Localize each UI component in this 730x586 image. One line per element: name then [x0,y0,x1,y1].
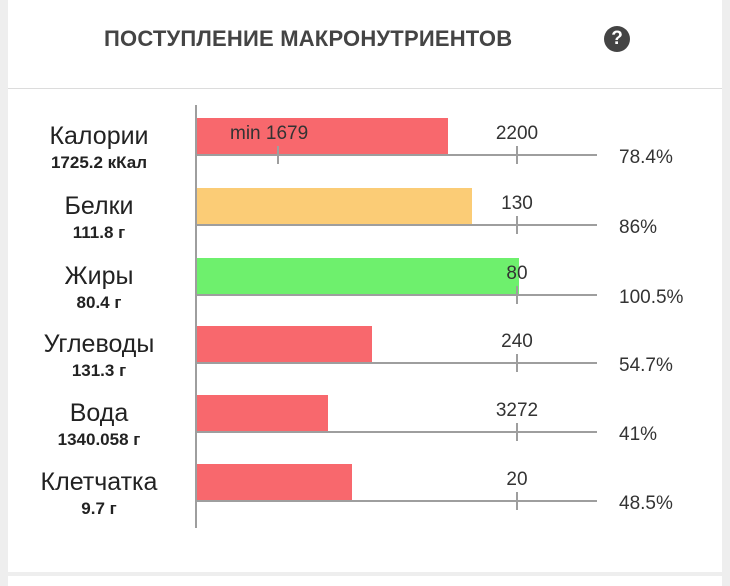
bar-baseline [197,294,597,296]
nutrient-name: Клетчатка [40,468,158,496]
percent-label: 100.5% [619,287,684,308]
progress-bar [197,395,328,432]
target-label: 80 [506,263,528,284]
progress-bar [197,464,352,501]
bar-baseline [197,154,597,156]
nutrient-row-fiber: Клетчатка 9.7 г 20 48.5% [8,464,722,524]
nutrient-amount: 111.8 г [72,223,126,242]
nutrient-name: Вода [69,399,129,427]
nutrient-row-fats: Жиры 80.4 г 80 100.5% [8,258,722,318]
percent-label: 78.4% [619,147,673,168]
nutrient-name: Жиры [64,262,134,290]
min-label: min 1679 [230,123,309,144]
percent-label: 54.7% [619,355,673,376]
target-label: 240 [501,331,533,352]
nutrient-amount: 131.3 г [71,361,127,380]
nutrient-amount: 1340.058 г [57,430,141,449]
card-title: ПОСТУПЛЕНИЕ МАКРОНУТРИЕНТОВ [104,26,513,51]
nutrient-name: Белки [64,192,134,220]
percent-label: 86% [619,217,658,238]
percent-label: 48.5% [619,493,673,514]
target-label: 20 [506,469,528,490]
min-tick [277,146,279,164]
progress-bar [197,258,519,295]
progress-bar [197,118,448,155]
target-tick [516,216,518,234]
bar-baseline [197,500,597,502]
chart-axis [195,105,197,528]
nutrient-row-protein: Белки 111.8 г 130 86% [8,188,722,248]
bar-baseline [197,224,597,226]
bar-baseline [197,362,597,364]
question-circle-icon[interactable]: ? [604,26,630,52]
nutrient-row-calories: Калории 1725.2 кКал min 1679 2200 78.4% [8,118,722,178]
nutrient-name: Калории [49,122,149,150]
target-label: 3272 [495,400,539,421]
progress-bar [197,326,372,363]
target-tick [516,492,518,510]
next-card-edge [8,576,722,586]
nutrient-row-water: Вода 1340.058 г 3272 41% [8,395,722,455]
bar-baseline [197,431,597,433]
nutrient-name: Углеводы [43,330,155,358]
nutrient-row-carbs: Углеводы 131.3 г 240 54.7% [8,326,722,386]
target-tick [516,146,518,164]
target-tick [516,354,518,372]
nutrient-amount: 1725.2 кКал [50,153,148,172]
percent-label: 41% [619,424,658,445]
target-tick [516,286,518,304]
target-tick [516,423,518,441]
target-label: 2200 [495,123,539,144]
card-header: ПОСТУПЛЕНИЕ МАКРОНУТРИЕНТОВ ? [8,0,722,89]
progress-bar [197,188,472,225]
nutrient-amount: 9.7 г [81,499,117,518]
macronutrient-card: ПОСТУПЛЕНИЕ МАКРОНУТРИЕНТОВ ? Калории 17… [8,0,722,572]
target-label: 130 [501,193,533,214]
nutrient-amount: 80.4 г [76,293,122,312]
